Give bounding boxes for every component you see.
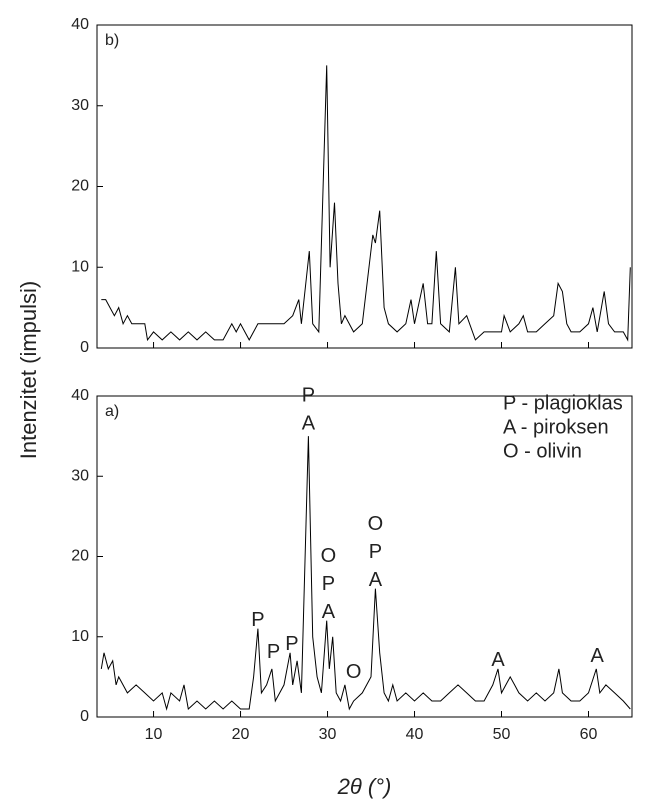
panel-label: b) [105,32,119,49]
peak-label: P [369,541,382,563]
x-axis-label: 2θ (°) [337,774,392,799]
peak-label: O [321,545,337,567]
y-axis-label: Intenzitet (impulsi) [16,281,41,460]
peak-label: A [369,569,383,591]
peak-label: A [591,645,605,667]
x-tick-label: 60 [580,726,598,743]
peak-label: P [267,641,280,663]
y-tick-label: 30 [71,97,89,114]
legend-note: P - plagioklas [503,392,623,414]
y-tick-label: 0 [80,708,89,725]
peak-label: A [302,412,316,434]
y-tick-label: 10 [71,258,89,275]
x-tick-label: 40 [406,726,424,743]
x-tick-label: 30 [319,726,337,743]
legend-note: O - olivin [503,440,582,462]
plot-frame [96,24,633,349]
y-tick-label: 20 [71,178,89,195]
y-tick-label: 10 [71,628,89,645]
y-tick-label: 40 [71,387,89,404]
y-tick-label: 0 [80,339,89,356]
peak-label: P [322,573,335,595]
peak-label: A [322,601,336,623]
peak-label: P [251,609,264,631]
peak-label: A [491,649,505,671]
peak-label: P [302,384,315,406]
peak-label: P [285,633,298,655]
x-tick-label: 20 [232,726,250,743]
panel-label: a) [105,403,119,420]
pattern-line [100,436,631,711]
x-tick-label: 10 [145,726,163,743]
peak-label: O [368,513,384,535]
y-tick-label: 30 [71,467,89,484]
legend-note: A - piroksen [503,416,609,438]
pattern-line [101,65,631,342]
x-tick-label: 50 [493,726,511,743]
y-tick-label: 20 [71,548,89,565]
peak-label: O [346,661,362,683]
y-tick-label: 40 [71,16,89,33]
